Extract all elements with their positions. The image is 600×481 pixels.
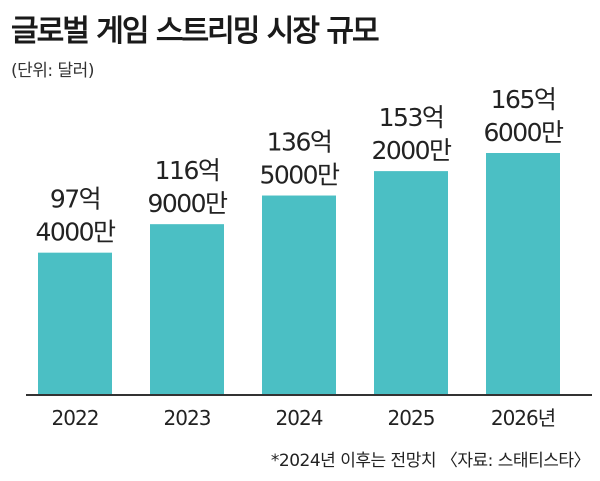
x-tick-label-1: 2023 [164,406,211,430]
data-label-4-1: 6000만 [483,118,564,147]
data-label-0-0: 97억 [50,185,100,214]
bar-4 [486,153,560,395]
chart-title: 글로벌 게임 스트리밍 시장 규모 [11,14,380,49]
x-tick-label-4: 2026년 [491,406,555,430]
bar-1 [150,224,224,395]
data-label-3-1: 2000만 [371,136,452,165]
data-label-1-0: 116억 [155,156,220,185]
data-label-0-1: 4000만 [35,218,116,247]
data-label-3-0: 153억 [379,103,444,132]
data-label-2-0: 136억 [267,128,332,157]
unit-note: (단위: 달러) [11,61,94,81]
source-footnote: *2024년 이후는 전망치 〈자료: 스태티스타〉 [270,451,591,471]
data-label-2-1: 5000만 [259,161,340,190]
bar-3 [374,171,448,395]
x-tick-label-2: 2024 [276,406,323,430]
data-label-1-1: 9000만 [147,189,228,218]
bar-0 [38,252,112,395]
data-label-4-0: 165억 [491,85,556,114]
x-tick-label-3: 2025 [388,406,435,430]
bar-2 [262,195,336,395]
x-tick-label-0: 2022 [52,406,99,430]
